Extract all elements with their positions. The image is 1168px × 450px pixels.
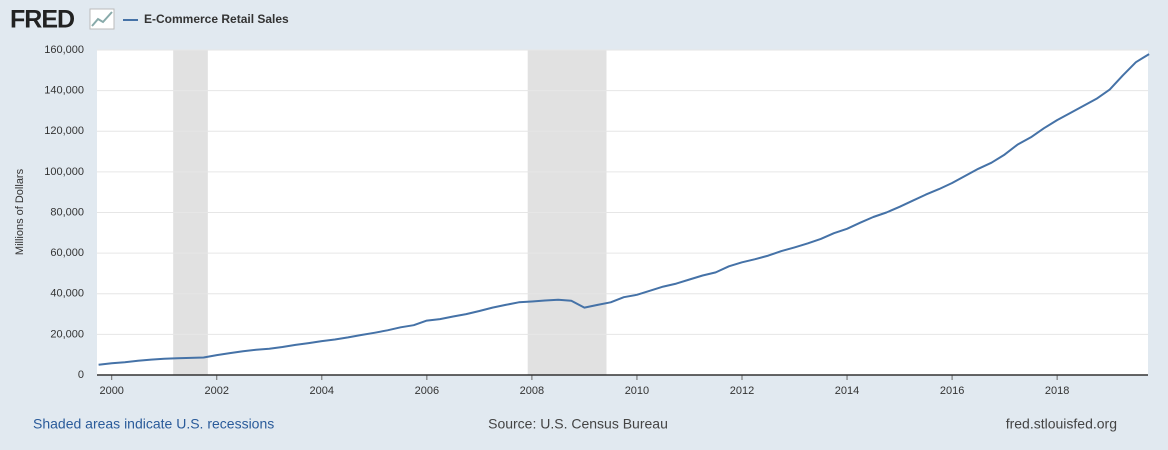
site[interactable]: fred.stlouisfed.org — [1006, 416, 1117, 432]
source: Source: U.S. Census Bureau — [488, 416, 668, 432]
x-tick-label: 2018 — [1045, 385, 1069, 397]
y-tick-label: 0 — [78, 369, 84, 381]
x-tick-label: 2016 — [940, 385, 964, 397]
x-tick-label: 2010 — [625, 385, 649, 397]
x-tick-label: 2012 — [730, 385, 754, 397]
legend-label: E-Commerce Retail Sales — [144, 12, 289, 26]
x-tick-label: 2006 — [415, 385, 439, 397]
x-tick-label: 2014 — [835, 385, 859, 397]
logo-icon — [89, 8, 115, 30]
series-line — [98, 53, 1150, 366]
y-tick-label: 100,000 — [44, 166, 84, 178]
x-tick-label: 2008 — [520, 385, 544, 397]
y-tick-label: 80,000 — [50, 206, 84, 218]
y-tick-label: 140,000 — [44, 85, 84, 97]
y-tick-label: 160,000 — [44, 44, 84, 56]
y-tick-label: 40,000 — [50, 288, 84, 300]
logo[interactable]: FRED — [10, 6, 75, 34]
x-tick-label: 2004 — [310, 385, 334, 397]
recession-note[interactable]: Shaded areas indicate U.S. recessions — [33, 416, 274, 432]
y-tick-label: 60,000 — [50, 247, 84, 259]
y-tick-label: 20,000 — [50, 328, 84, 340]
x-tick-label: 2002 — [205, 385, 229, 397]
y-axis-label: Millions of Dollars — [14, 168, 26, 255]
y-tick-label: 120,000 — [44, 125, 84, 137]
x-tick-label: 2000 — [99, 385, 123, 397]
